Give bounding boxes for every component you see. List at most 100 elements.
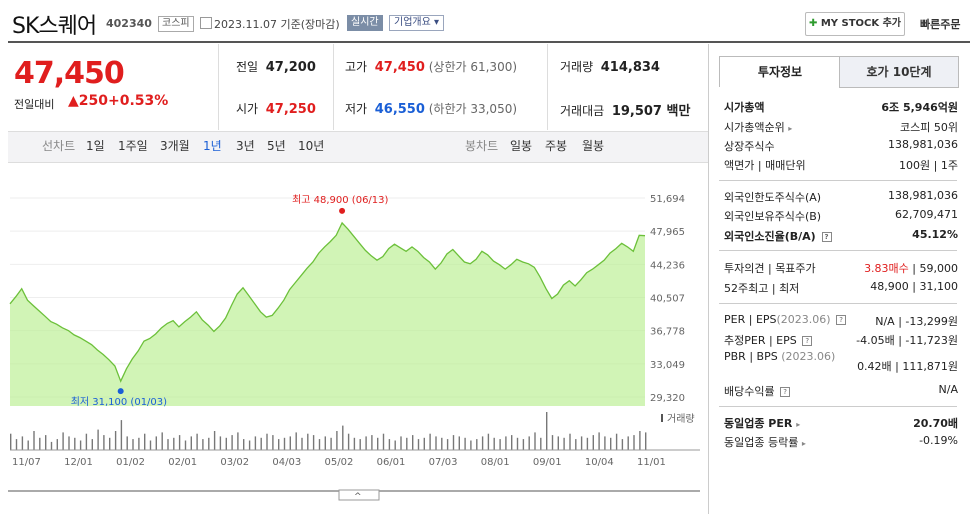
volume-bar <box>237 432 239 450</box>
volume-bar <box>248 440 251 450</box>
volume-bar <box>132 439 134 450</box>
volume-bar <box>260 437 262 450</box>
volume-bar <box>149 440 152 450</box>
volume-bar <box>21 436 24 450</box>
volume-bar <box>446 439 449 450</box>
low-marker <box>117 388 124 395</box>
period-bar <box>8 131 708 163</box>
volume-bar <box>91 439 93 450</box>
industry-per-label[interactable]: 동일업종 PER ▸ <box>724 417 801 430</box>
company-overview-dropdown[interactable]: 기업개요 ▾ <box>389 15 445 31</box>
volume-bar <box>243 439 245 450</box>
volume-bar <box>452 435 455 450</box>
volume-bar <box>307 433 309 450</box>
x-tick-label: 12/01 <box>64 457 93 468</box>
volume-bar <box>359 439 361 450</box>
volume-bar <box>184 440 187 450</box>
volume-bar <box>464 437 466 450</box>
tab-orderbook[interactable]: 호가 10단계 <box>839 56 959 88</box>
caret-right-icon: ▸ <box>796 420 801 429</box>
help-icon[interactable]: ? <box>780 387 791 397</box>
period-10y[interactable]: 10년 <box>298 139 325 153</box>
candle-monthly[interactable]: 월봉 <box>582 139 605 153</box>
volume-bar <box>266 433 268 450</box>
up-triangle-icon: ▲ <box>68 93 79 109</box>
shares-value: 138,981,036 <box>888 138 958 151</box>
realtime-button[interactable]: 실시간 <box>347 15 383 31</box>
volume-bar <box>388 439 391 450</box>
volume-bar <box>511 435 513 450</box>
volume-bar <box>458 436 460 450</box>
section-divider <box>719 406 957 407</box>
candle-daily[interactable]: 일봉 <box>510 139 533 153</box>
volume-bar <box>120 420 123 450</box>
period-5y[interactable]: 5년 <box>267 139 286 153</box>
volume-bar <box>225 437 227 450</box>
volume-bar <box>365 436 367 450</box>
open-price: 시가 47,250 <box>236 102 316 117</box>
volume-bar <box>97 429 99 450</box>
volume-bar <box>412 435 414 450</box>
industry-rate-label[interactable]: 동일업종 등락률 ▸ <box>724 436 806 449</box>
trade-amount: 거래대금 19,507 백만 <box>560 104 691 119</box>
candle-weekly[interactable]: 주봉 <box>545 139 568 153</box>
volume-bar <box>68 436 70 450</box>
mktcap-rank-label[interactable]: 시가총액순위 ▸ <box>724 121 793 134</box>
volume-bar <box>196 433 198 450</box>
volume-bar <box>417 439 420 450</box>
low-annotation: 최저 31,100 (01/03) <box>71 396 167 408</box>
chart-collapse-button[interactable] <box>338 489 380 501</box>
volume-bar <box>563 437 565 450</box>
pbr-bps-value: 0.42배 | 111,871원 <box>857 360 958 373</box>
x-tick-label: 08/01 <box>481 457 510 468</box>
volume-bar <box>173 437 175 450</box>
volume-bar <box>645 432 647 450</box>
section-divider <box>719 303 957 304</box>
y-tick-label: 33,049 <box>650 360 685 371</box>
period-1d[interactable]: 1일 <box>86 139 105 153</box>
help-icon[interactable]: ? <box>821 232 832 242</box>
section-divider <box>719 250 957 251</box>
volume-bar <box>441 437 443 450</box>
industry-per-value: 20.70배 <box>913 417 958 430</box>
volume-bar <box>33 431 35 450</box>
x-tick-label: 06/01 <box>377 457 406 468</box>
volume-bar <box>569 433 571 450</box>
volume-bar <box>289 436 291 450</box>
volume-bar <box>621 439 624 450</box>
x-tick-label: 02/01 <box>168 457 197 468</box>
volume-bar <box>27 440 29 450</box>
price-chart[interactable]: 51,694 47,965 44,236 40,507 36,778 33,049 29,3… <box>0 160 708 514</box>
volume-bar <box>138 437 140 450</box>
volume-label: 거래량 <box>667 413 695 425</box>
volume-bar <box>371 435 373 450</box>
period-1y[interactable]: 1년 <box>203 139 222 153</box>
help-icon[interactable]: ? <box>836 315 847 325</box>
period-1w[interactable]: 1주일 <box>118 139 148 153</box>
volume-bar <box>534 432 536 450</box>
volume-bar <box>394 440 396 450</box>
high-marker <box>339 207 346 214</box>
x-tick-label: 03/02 <box>220 457 249 468</box>
par-unit-value: 100원 | 1주 <box>899 159 958 172</box>
volume-bar <box>144 433 146 450</box>
volume-bar <box>516 437 519 450</box>
prev-close: 전일 47,200 <box>236 60 316 75</box>
period-3y[interactable]: 3년 <box>236 139 255 153</box>
foreign-ratio-label: 외국인소진율(B/A) ? <box>724 228 832 244</box>
y-tick-label: 47,965 <box>650 227 685 238</box>
volume-bar <box>528 436 530 450</box>
volume-bar <box>208 437 210 450</box>
volume-bar <box>79 440 82 450</box>
volume-bar <box>429 433 431 450</box>
volume-bar <box>114 431 117 450</box>
divider <box>547 44 548 130</box>
help-icon[interactable]: ? <box>802 336 813 346</box>
mystock-add-button[interactable]: ✚ MY STOCK 추가 <box>805 12 905 36</box>
quick-order-button[interactable]: 빠른주문 <box>920 18 961 31</box>
volume-bar <box>336 431 338 450</box>
volume-bar <box>213 431 216 450</box>
period-3m[interactable]: 3개월 <box>160 139 190 153</box>
tab-invest-info[interactable]: 투자정보 <box>719 56 841 87</box>
volume-bar <box>45 435 47 450</box>
